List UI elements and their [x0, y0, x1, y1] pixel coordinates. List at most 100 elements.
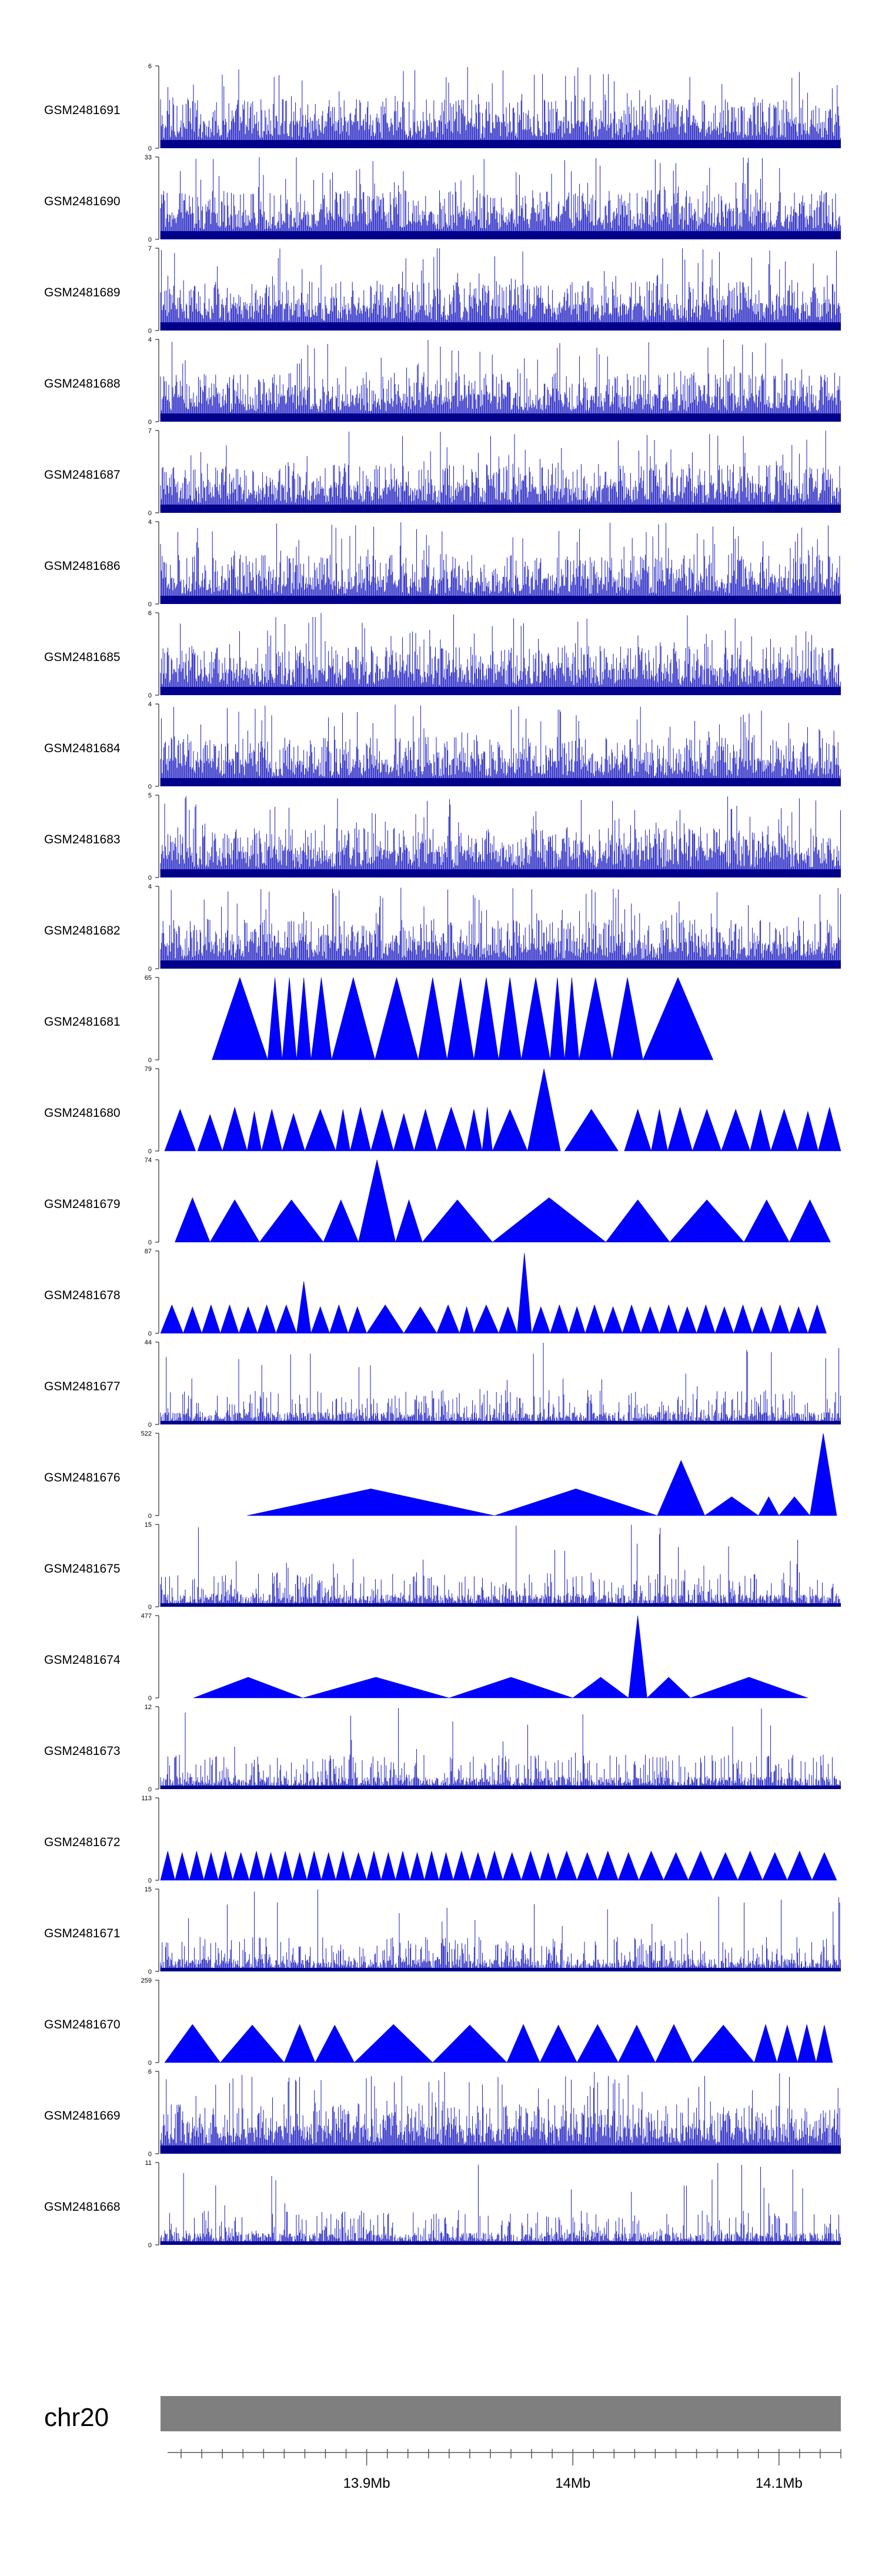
- coverage-baseline: [161, 1421, 841, 1424]
- coverage-peak: [657, 1460, 706, 1516]
- coverage-peak: [807, 1304, 827, 1334]
- coverage-peak: [642, 977, 714, 1060]
- coverage-peak: [438, 1851, 454, 1881]
- track-label: GSM2481675: [44, 1562, 121, 1576]
- coverage-peak: [624, 1109, 652, 1152]
- coverage-peak: [321, 1851, 336, 1881]
- coverage-peak: [446, 977, 475, 1060]
- coverage-peak: [743, 1199, 790, 1243]
- track-GSM2481685: GSM2481685 6 0: [44, 610, 841, 699]
- coverage-peak: [576, 2024, 619, 2063]
- y-min-label: 0: [148, 601, 152, 608]
- coverage-peak: [473, 977, 499, 1060]
- coverage-peak: [160, 1304, 184, 1334]
- coverage-peak: [329, 1304, 349, 1334]
- track-label: GSM2481676: [44, 1471, 121, 1484]
- track-GSM2481668: GSM2481668 11 0: [44, 2160, 841, 2249]
- coverage-peak: [568, 1306, 586, 1334]
- coverage-peak: [222, 1106, 248, 1152]
- coverage-peak: [238, 1306, 258, 1334]
- y-min-label: 0: [148, 1604, 152, 1611]
- coverage-peak: [350, 1107, 371, 1152]
- coverage-peak: [358, 1159, 396, 1243]
- coverage-peak: [579, 977, 613, 1060]
- coverage-peak: [597, 1850, 619, 1881]
- y-max-label: 44: [145, 1339, 152, 1346]
- coverage-peak: [714, 1306, 734, 1334]
- track-label: GSM2481668: [44, 2200, 121, 2214]
- coverage-peak: [704, 1496, 759, 1516]
- coverage-peak: [296, 1281, 312, 1334]
- coverage-peak: [375, 976, 419, 1060]
- coverage-peak: [315, 2024, 355, 2063]
- y-min-label: 0: [148, 2242, 152, 2249]
- coverage-peak: [677, 1306, 697, 1334]
- y-max-label: 65: [145, 975, 152, 982]
- track-GSM2481678: GSM2481678 87 0: [44, 1248, 827, 1337]
- coverage-peak: [232, 1851, 250, 1881]
- coverage-peak: [622, 1304, 642, 1334]
- coverage-baseline: [161, 778, 841, 786]
- track-label: GSM2481672: [44, 1836, 121, 1849]
- coverage-peak: [754, 2024, 777, 2063]
- coverage-peak: [220, 1304, 239, 1334]
- coverage-peak: [494, 1489, 658, 1516]
- track-GSM2481673: GSM2481673 12 0: [44, 1704, 841, 1793]
- coverage-peak: [750, 1109, 771, 1152]
- coverage-peak: [498, 1306, 517, 1334]
- track-GSM2481691: GSM2481691 6 0: [44, 63, 841, 152]
- coverage-peak: [335, 1109, 350, 1152]
- coverage-peak: [393, 1113, 415, 1152]
- coverage-peak: [203, 1851, 219, 1881]
- coverage-peak: [261, 1109, 283, 1152]
- y-min-label: 0: [148, 1968, 152, 1976]
- coverage-peak: [212, 977, 268, 1060]
- coverage-peak: [175, 1851, 190, 1881]
- coverage-signal: [160, 2072, 841, 2154]
- coverage-peak: [348, 1306, 368, 1334]
- coverage-peak: [492, 1197, 607, 1243]
- coverage-peak: [605, 1199, 670, 1243]
- y-max-label: 7: [148, 245, 152, 252]
- coverage-peak: [395, 1851, 410, 1881]
- coverage-peak: [175, 1197, 211, 1243]
- coverage-signal: [160, 613, 841, 695]
- coverage-peak: [492, 1109, 528, 1152]
- coverage-peak: [246, 1111, 262, 1152]
- coverage-peak: [564, 1109, 619, 1152]
- coverage-peak: [257, 1304, 276, 1334]
- coverage-peak: [646, 1677, 691, 1699]
- coverage-peak: [617, 1852, 639, 1881]
- coverage-peak: [366, 1304, 405, 1334]
- y-max-label: 4: [148, 519, 152, 526]
- chromosome-label: chr20: [44, 2403, 109, 2432]
- coverage-peak: [640, 1306, 660, 1334]
- y-max-label: 12: [145, 1704, 152, 1711]
- coverage-peak: [282, 977, 297, 1060]
- coverage-peak: [366, 1851, 382, 1881]
- coverage-baseline: [161, 505, 841, 513]
- track-GSM2481670: GSM2481670 259 0: [44, 1977, 833, 2067]
- coverage-peak: [811, 1852, 837, 1881]
- coverage-peak: [304, 1109, 336, 1152]
- coverage-peak: [576, 1852, 598, 1881]
- coverage-peak: [564, 977, 580, 1060]
- y-min-label: 0: [148, 1239, 152, 1246]
- coverage-peak: [278, 1851, 293, 1881]
- y-min-label: 0: [148, 692, 152, 699]
- coverage-peak: [302, 1677, 449, 1699]
- coverage-baseline: [161, 2145, 841, 2154]
- coverage-peak: [539, 1851, 557, 1881]
- coverage-peak: [531, 1306, 551, 1334]
- coverage-peak: [517, 1253, 532, 1334]
- coverage-peak: [193, 1677, 303, 1699]
- y-min-label: 0: [148, 966, 152, 973]
- coverage-peak: [486, 1850, 503, 1881]
- y-max-label: 79: [145, 1066, 152, 1073]
- coverage-peak: [465, 1109, 483, 1152]
- coverage-peak: [310, 977, 332, 1060]
- track-GSM2481672: GSM2481672 113 0: [44, 1795, 837, 1884]
- y-max-label: 4: [148, 336, 152, 343]
- coverage-peak: [550, 977, 565, 1060]
